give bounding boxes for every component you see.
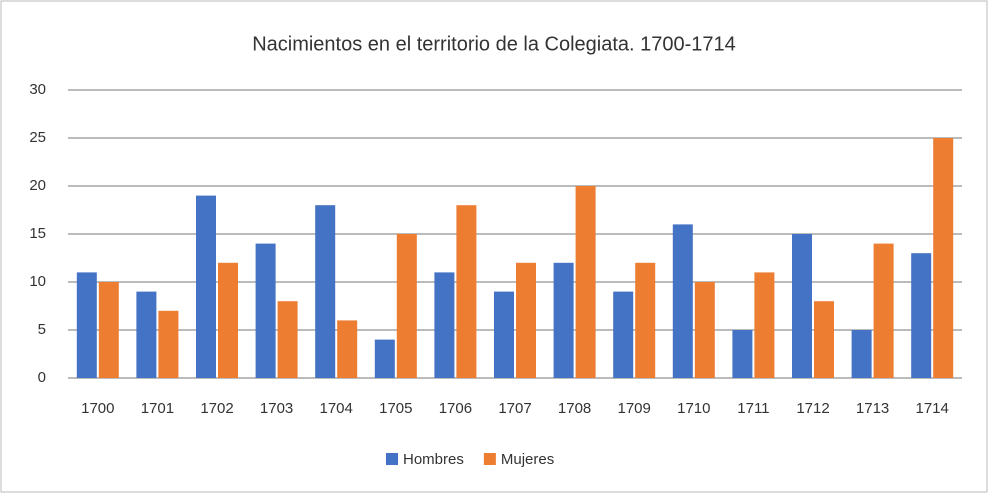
legend-swatch [386,453,398,465]
y-tick-label: 25 [29,129,46,146]
bar [337,320,358,378]
bar [553,262,574,378]
bar [277,301,298,378]
x-tick-label: 1705 [379,400,412,417]
bar [196,195,216,378]
chart-title: Nacimientos en el territorio de la Coleg… [252,33,736,55]
x-tick-label: 1706 [439,400,472,417]
x-tick-label: 1700 [81,400,114,417]
bar [374,339,395,378]
y-tick-label: 15 [29,225,46,242]
bar [218,262,238,378]
bar [315,205,336,378]
bar [255,243,276,378]
bar [635,262,656,378]
bar [933,138,954,378]
bar [911,253,932,378]
x-tick-label: 1714 [916,400,949,417]
bar [136,291,157,378]
y-tick-label: 20 [29,177,46,194]
bar [672,224,693,378]
bar [732,330,753,378]
x-tick-label: 1710 [677,400,710,417]
bar [516,262,536,378]
bar [792,234,812,378]
x-tick-label: 1703 [260,400,293,417]
x-tick-label: 1709 [618,400,651,417]
bar [456,205,477,378]
x-tick-label: 1708 [558,400,591,417]
x-tick-label: 1704 [320,400,353,417]
y-tick-label: 30 [29,81,46,98]
x-tick-label: 1712 [796,400,829,417]
bar [814,301,834,378]
legend-swatch [483,453,496,465]
bar [76,272,97,378]
bar [754,272,775,378]
bar [613,291,634,378]
y-tick-label: 5 [38,321,46,338]
bar [494,291,514,378]
bar [396,234,417,378]
bar [851,330,872,378]
bar [575,186,596,378]
x-tick-label: 1711 [737,400,769,417]
y-tick-label: 0 [38,369,46,386]
bar [434,272,455,378]
x-tick-label: 1707 [498,400,531,417]
bar [98,282,119,378]
x-tick-label: 1702 [200,400,233,417]
y-tick-label: 10 [29,273,46,290]
bar [694,282,715,378]
x-tick-label: 1713 [856,400,889,417]
x-tick-label: 1701 [141,400,174,417]
legend-label: Hombres [403,451,464,468]
bar [158,310,179,378]
bar [873,243,894,378]
legend-label: Mujeres [501,451,554,468]
